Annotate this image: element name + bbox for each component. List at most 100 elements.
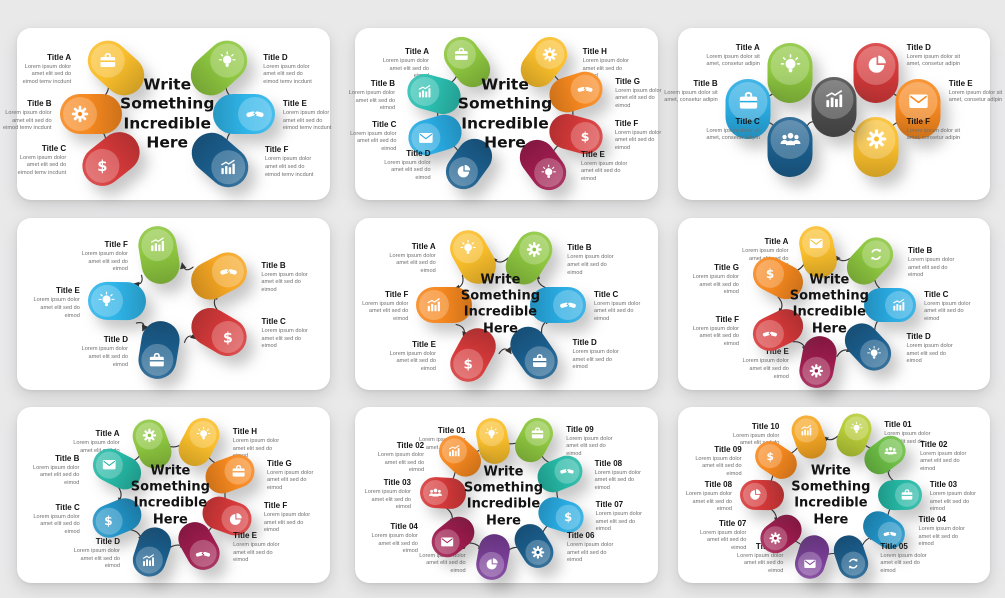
briefcase-icon <box>735 88 761 114</box>
cylinder-cap <box>898 81 938 121</box>
item-label: Title D Lorem ipsum dolor amet elit sed d… <box>263 53 317 87</box>
infographic-card-9[interactable]: Title 10 Lorem ipsum dolor amet elit sed … <box>678 407 990 583</box>
gear-icon <box>69 103 91 125</box>
item-label: Title 07 Lorem ipsum dolor amet elit sed … <box>692 519 746 553</box>
cylinder-title-d <box>182 31 256 104</box>
item-title: Title F <box>384 289 409 299</box>
cylinder-cap: $ <box>91 503 127 539</box>
item-title: Title F <box>104 239 128 249</box>
cylinder-title-01 <box>470 415 516 467</box>
dollar-icon: $ <box>458 354 478 374</box>
item-label: Title 03 Lorem ipsum dolor amet elit sed … <box>930 480 984 514</box>
item-title: Title 06 <box>567 531 595 541</box>
infographic-card-7[interactable]: Title A Lorem ipsum dolor amet elit sed d… <box>17 407 330 583</box>
cylinder-title-a <box>760 42 820 103</box>
lightbulb-icon <box>777 52 803 78</box>
item-description: Lorem ipsum dolor amet elit sed do eimod… <box>3 110 52 132</box>
item-title: Title 02 <box>396 441 425 451</box>
cylinder-title-c <box>530 286 586 323</box>
cylinder-cap <box>567 70 604 107</box>
bar-chart-icon <box>799 422 815 438</box>
item-description: Lorem ipsum dolor amet elit sed do eimod <box>908 257 955 279</box>
item-title: Title D <box>95 537 121 547</box>
cylinder-title-02 <box>432 429 487 484</box>
briefcase-icon <box>452 45 471 64</box>
item-title: Title E <box>948 78 973 88</box>
infographic-card-8[interactable]: Title 01 Lorem ipsum dolor amet elit sed … <box>355 407 658 583</box>
item-label: Title D Lorem ipsum dolor amet elit sed d… <box>66 537 120 571</box>
cylinder-body <box>877 479 922 511</box>
dollar-icon: $ <box>762 448 778 464</box>
infographic-card-2[interactable]: Title A Lorem ipsum dolor amet elit sed d… <box>349 28 662 200</box>
item-title: Title 04 <box>918 515 946 525</box>
item-label: Title D Lorem ipsum dolor sit amet, conse… <box>907 43 961 69</box>
item-title: Title 09 <box>714 444 742 454</box>
cylinder-body <box>503 319 565 387</box>
cylinder-cap <box>436 433 472 469</box>
cylinder-cap <box>894 482 919 508</box>
item-label: Title E Lorem ipsum dolor amet elit sed d… <box>283 99 337 133</box>
item-title: Title 01 <box>884 420 912 430</box>
cylinder-body <box>473 415 513 467</box>
item-label: Title C Lorem ipsum dolor amet elit sed d… <box>594 290 648 324</box>
cylinder-body <box>864 287 917 322</box>
item-title: Title C <box>594 289 619 299</box>
cylinder-cap <box>513 229 556 271</box>
infographic-card-5[interactable]: Title A Lorem ipsum dolor amet elit sed d… <box>355 218 658 390</box>
item-description: Lorem ipsum dolor amet elit sed do eimod <box>595 511 642 533</box>
envelope-icon <box>905 88 931 114</box>
gear-icon <box>140 427 158 445</box>
cylinder-body: $ <box>749 435 803 485</box>
item-title: Title 05 <box>880 541 908 551</box>
item-title: Title 07 <box>595 500 624 510</box>
cylinder-body <box>512 132 574 197</box>
lightbulb-icon <box>216 49 238 71</box>
cylinder-cap <box>743 482 768 508</box>
cylinder-title-e <box>212 94 275 134</box>
item-title: Title 08 <box>704 480 733 489</box>
item-title: Title E <box>412 339 436 349</box>
handshake-icon <box>558 295 578 315</box>
dollar-icon: $ <box>576 127 595 146</box>
bar-chart-icon <box>821 87 847 113</box>
item-title: Title A <box>411 241 436 251</box>
item-title: Title A <box>405 47 430 57</box>
handshake-icon <box>576 79 595 98</box>
item-title: Title A <box>764 237 789 247</box>
item-title: Title C <box>261 317 286 327</box>
cylinder-title-f <box>130 223 188 287</box>
cylinder-cap <box>477 549 507 579</box>
connector <box>135 322 148 332</box>
item-title: Title 09 <box>566 424 594 434</box>
item-label: Title F Lorem ipsum dolor amet elit sed d… <box>264 501 318 535</box>
cylinder-cap <box>854 333 895 374</box>
infographic-card-6[interactable]: Title A Lorem ipsum dolor amet elit sed d… <box>678 218 990 392</box>
cylinder-title-g <box>200 449 259 499</box>
item-description: Lorem ipsum dolor amet elit sed do eimod… <box>263 63 312 85</box>
cylinder-body: $ <box>443 321 503 388</box>
infographic-card-3[interactable]: Title A Lorem ipsum dolor sit amet, conse… <box>664 28 1002 200</box>
cylinder-cap <box>139 226 177 264</box>
lightbulb-icon <box>865 345 883 363</box>
item-description: Lorem ipsum dolor amet elit sed do eimod <box>362 300 409 322</box>
cylinder-cap <box>758 521 793 555</box>
cylinder-title-09 <box>509 411 559 468</box>
lightbulb-icon <box>483 425 500 442</box>
cylinder-body <box>796 223 841 282</box>
lightbulb-icon <box>193 426 211 444</box>
item-title: Title E <box>282 99 307 108</box>
handshake-icon <box>244 103 266 125</box>
item-label: Title E Lorem ipsum dolor amet elit sed d… <box>26 286 80 320</box>
cylinder-title-f <box>416 286 473 323</box>
cylinder-body <box>787 411 831 463</box>
item-description: Lorem ipsum dolor amet elit sed do eimod… <box>17 154 67 176</box>
item-title: Title G <box>267 458 292 468</box>
infographic-card-1[interactable]: Title A Lorem ipsum dolor amet elit sed d… <box>3 28 331 200</box>
cylinder-body <box>747 303 809 357</box>
infographic-card-4[interactable]: Title F Lorem ipsum dolor amet elit sed d… <box>17 218 330 390</box>
cylinder-cap <box>856 45 896 85</box>
cylinder-title-f <box>747 303 809 357</box>
cylinder-title-a <box>79 31 153 104</box>
cylinder-cap <box>770 119 810 159</box>
